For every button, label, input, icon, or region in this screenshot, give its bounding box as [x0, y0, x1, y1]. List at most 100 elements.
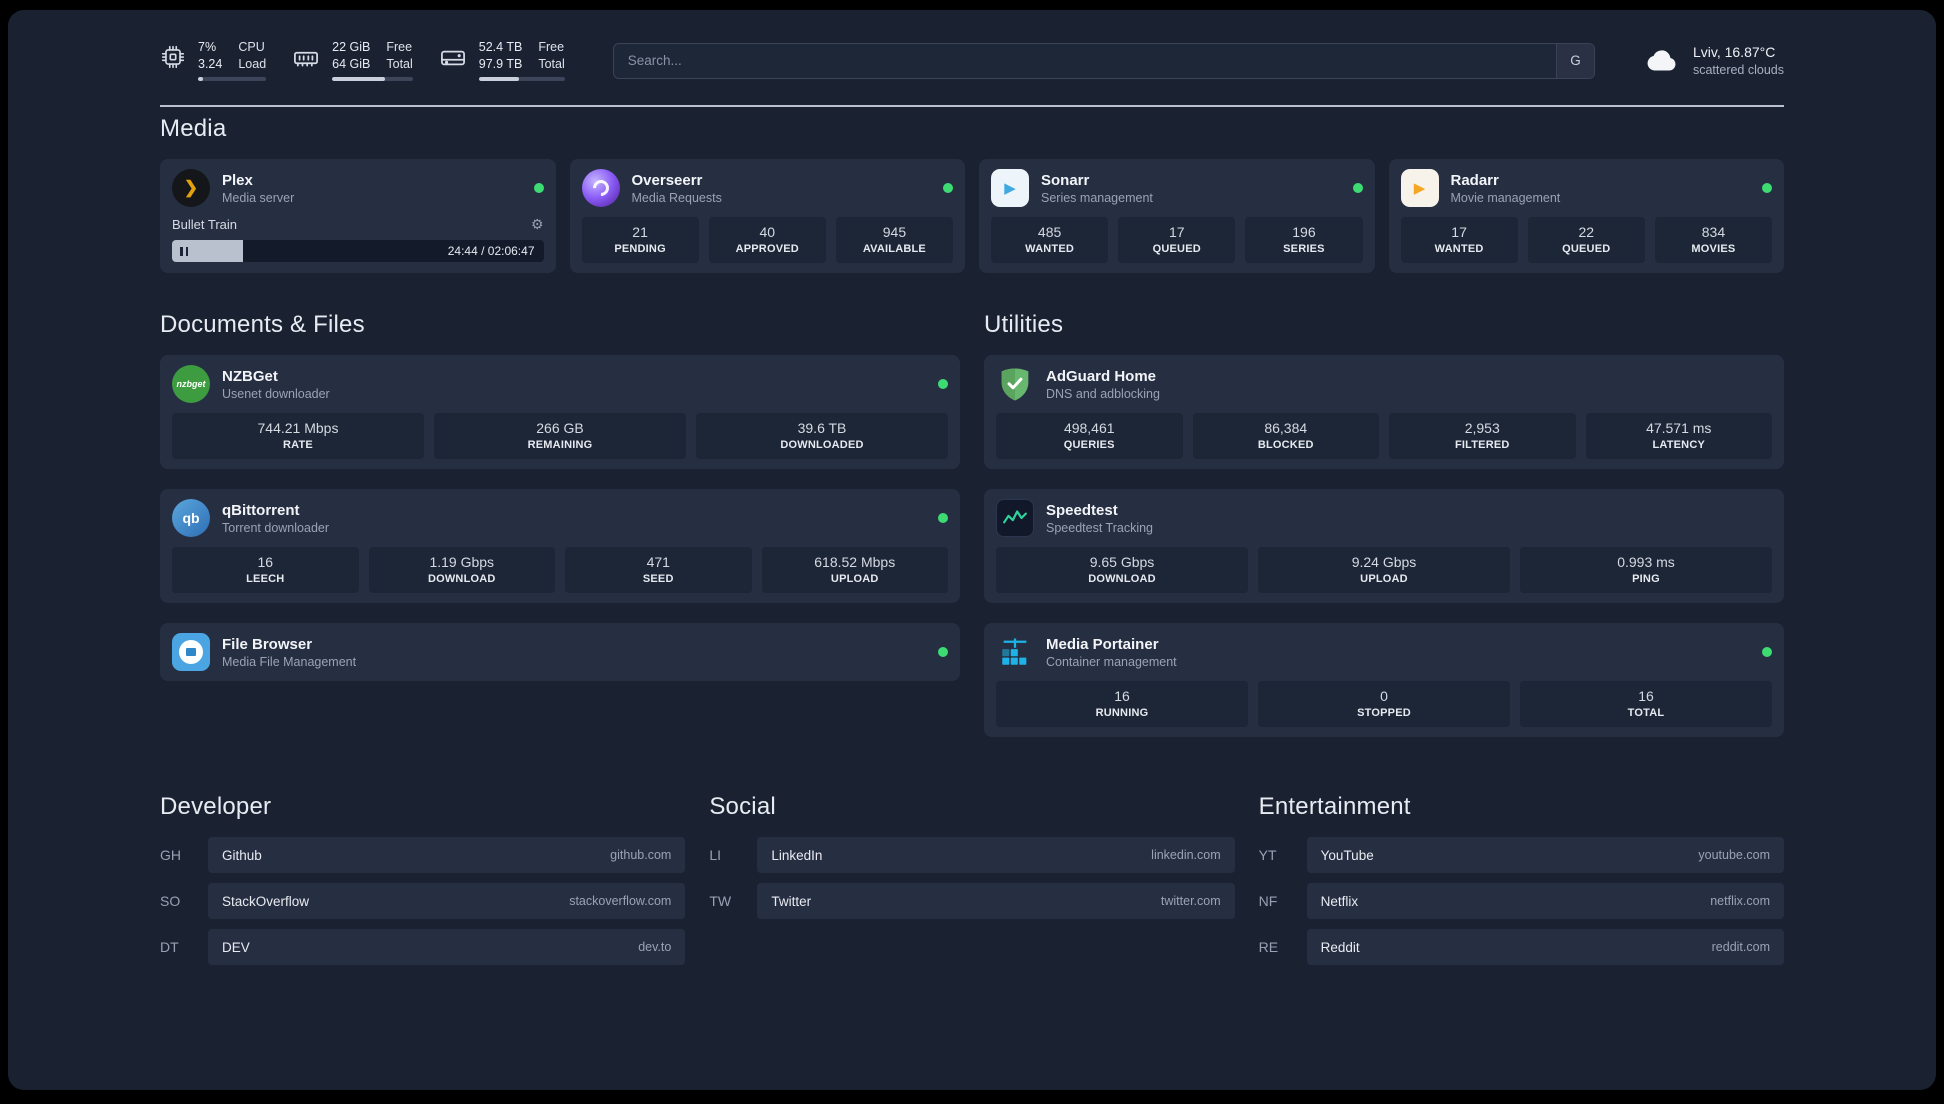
- cpu-load-value: 3.24: [198, 56, 223, 71]
- bookmark-github[interactable]: GH Github github.com: [160, 837, 686, 874]
- disk-label-2: Total: [538, 56, 565, 71]
- stat-label: STOPPED: [1357, 707, 1411, 720]
- bookmark-name: Github: [222, 847, 262, 863]
- card-header: nzbget NZBGet Usenet downloader: [172, 365, 948, 404]
- bookmark-reddit[interactable]: RE Reddit reddit.com: [1259, 929, 1784, 966]
- app-desc: DNS and adblocking: [1046, 386, 1160, 401]
- cpu-label-2: Load: [238, 56, 267, 71]
- sonarr-icon: ▶: [991, 169, 1029, 208]
- stat-label: QUERIES: [1063, 439, 1115, 452]
- app-card-adguard[interactable]: AdGuard Home DNS and adblocking 498,461 Q…: [984, 355, 1784, 470]
- stats-row: 21 PENDING 40 APPROVED 945 AVAILABLE: [581, 217, 954, 264]
- utilities-stack: AdGuard Home DNS and adblocking 498,461 Q…: [984, 355, 1784, 738]
- bookmark-abbr: YT: [1258, 847, 1277, 864]
- bookmark-youtube[interactable]: YT YouTube youtube.com: [1258, 837, 1784, 874]
- section-title-utilities: Utilities: [984, 311, 1064, 339]
- bookmarks-column-social: Social LI LinkedIn linkedin.com TW Twitte…: [709, 793, 1235, 965]
- bookmark-abbr: NF: [1258, 893, 1278, 910]
- stat-tile: 485 WANTED: [991, 217, 1109, 264]
- status-online-dot: [1762, 183, 1772, 194]
- section-title-entertainment: Entertainment: [1258, 793, 1411, 821]
- cloud-icon: [1647, 49, 1676, 71]
- stat-tile: 17 WANTED: [1400, 217, 1518, 264]
- adguard-icon: [996, 365, 1034, 403]
- stat-value: 945: [882, 224, 907, 241]
- playback-progress-track[interactable]: 24:44 / 02:06:47: [172, 240, 544, 263]
- bookmark-linkedin[interactable]: LI LinkedIn linkedin.com: [709, 837, 1235, 874]
- disk-progress-track: [478, 77, 565, 82]
- app-meta: Overseerr Media Requests: [632, 172, 722, 205]
- stat-value: 21: [632, 224, 648, 241]
- bookmarks-column-developer: Developer GH Github github.com SO StackOv…: [160, 793, 686, 966]
- app-name: qBittorrent: [222, 501, 300, 519]
- stats-row: 744.21 Mbps RATE 266 GB REMAINING 39.6 TB D…: [172, 413, 948, 460]
- disk-widget: 52.4 TB Free 97.9 TB Total: [439, 40, 565, 82]
- bookmark-netflix[interactable]: NF Netflix netflix.com: [1258, 883, 1784, 920]
- nzbget-icon: nzbget: [172, 365, 210, 404]
- section-title-documents: Documents & Files: [160, 311, 365, 339]
- overseerr-icon: [581, 169, 620, 208]
- bookmark-url: github.com: [610, 848, 672, 863]
- card-header: AdGuard Home DNS and adblocking: [996, 365, 1772, 403]
- stat-value: 618.52 Mbps: [814, 554, 896, 571]
- app-desc: Container management: [1046, 654, 1177, 669]
- app-meta: Plex Media server: [222, 172, 294, 205]
- stat-tile: 16 LEECH: [172, 547, 359, 594]
- stat-label: LATENCY: [1652, 439, 1706, 452]
- stat-value: 744.21 Mbps: [257, 420, 339, 437]
- bookmark-twitter[interactable]: TW Twitter twitter.com: [709, 883, 1235, 920]
- now-playing-row: Bullet Train ⚙: [172, 216, 544, 233]
- cpu-widget: 7% CPU 3.24 Load: [160, 40, 267, 82]
- app-card-portainer[interactable]: Media Portainer Container management 16 R…: [984, 623, 1784, 738]
- status-online-dot: [938, 513, 948, 524]
- app-card-plex[interactable]: ❯ Plex Media server Bullet Train ⚙ 24:44…: [160, 159, 556, 274]
- stat-label: QUEUED: [1562, 243, 1611, 256]
- bookmark-stackoverflow[interactable]: SO StackOverflow stackoverflow.com: [160, 883, 686, 920]
- dashboard: 7% CPU 3.24 Load 22 GiB Free 64 GiB Tota…: [8, 10, 1936, 1090]
- stat-tile: 498,461 QUERIES: [996, 413, 1183, 460]
- stat-value: 40: [759, 224, 776, 241]
- memory-progress-fill: [332, 77, 386, 82]
- app-card-radarr[interactable]: ▶ Radarr Movie management 17 WANTED 22 QUE…: [1388, 159, 1784, 274]
- bookmark-list: LI LinkedIn linkedin.com TW Twitter twitte…: [709, 837, 1235, 920]
- cpu-readout: 7% CPU 3.24 Load: [198, 40, 267, 82]
- app-card-overseerr[interactable]: Overseerr Media Requests 21 PENDING 40 APP…: [569, 159, 965, 274]
- stat-value: 2,953: [1464, 420, 1500, 437]
- stat-tile: 9.65 Gbps DOWNLOAD: [996, 547, 1248, 594]
- bookmark-url: netflix.com: [1710, 894, 1770, 909]
- media-grid: ❯ Plex Media server Bullet Train ⚙ 24:44…: [160, 159, 1784, 274]
- cpu-progress-track: [198, 77, 267, 82]
- app-desc: Movie management: [1450, 190, 1561, 205]
- card-header: ▶ Radarr Movie management: [1400, 169, 1772, 208]
- weather-text: Lviv, 16.87°C scattered clouds: [1693, 43, 1784, 79]
- app-desc: Torrent downloader: [222, 520, 330, 535]
- app-card-sonarr[interactable]: ▶ Sonarr Series management 485 WANTED 17 Q…: [979, 159, 1375, 274]
- card-header: Overseerr Media Requests: [581, 169, 953, 208]
- bookmark-abbr: GH: [160, 847, 181, 864]
- bookmark-url: reddit.com: [1711, 940, 1770, 955]
- stats-row: 485 WANTED 17 QUEUED 196 SERIES: [991, 217, 1363, 264]
- nzbget-icon-text: nzbget: [176, 379, 206, 390]
- app-meta: File Browser Media File Management: [222, 636, 356, 669]
- play-icon: ▶: [1413, 180, 1426, 198]
- now-playing-title: Bullet Train: [172, 217, 238, 233]
- app-card-qbittorrent[interactable]: qb qBittorrent Torrent downloader 16 LEEC…: [160, 489, 960, 604]
- stat-tile: 618.52 Mbps UPLOAD: [761, 547, 948, 594]
- app-card-speedtest[interactable]: Speedtest Speedtest Tracking 9.65 Gbps DO…: [984, 489, 1784, 604]
- search-input[interactable]: [613, 43, 1556, 78]
- gear-icon[interactable]: ⚙: [530, 216, 544, 233]
- app-desc: Media File Management: [222, 654, 357, 669]
- stat-label: DOWNLOAD: [427, 573, 496, 586]
- app-meta: Media Portainer Container management: [1046, 636, 1177, 669]
- stat-label: SERIES: [1283, 243, 1325, 256]
- bookmark-abbr: LI: [709, 847, 722, 864]
- app-card-nzbget[interactable]: nzbget NZBGet Usenet downloader 744.21 M…: [160, 355, 960, 470]
- bookmark-dev[interactable]: DT DEV dev.to: [160, 929, 686, 966]
- search-provider-button[interactable]: G: [1555, 43, 1594, 78]
- section-title-social: Social: [709, 793, 776, 821]
- app-card-filebrowser[interactable]: File Browser Media File Management: [160, 623, 960, 682]
- section-title-developer: Developer: [160, 793, 272, 821]
- two-column-area: Documents & Files nzbget NZBGet Usenet d…: [160, 311, 1784, 738]
- app-name: AdGuard Home: [1046, 367, 1157, 385]
- search-bar: G: [612, 42, 1595, 79]
